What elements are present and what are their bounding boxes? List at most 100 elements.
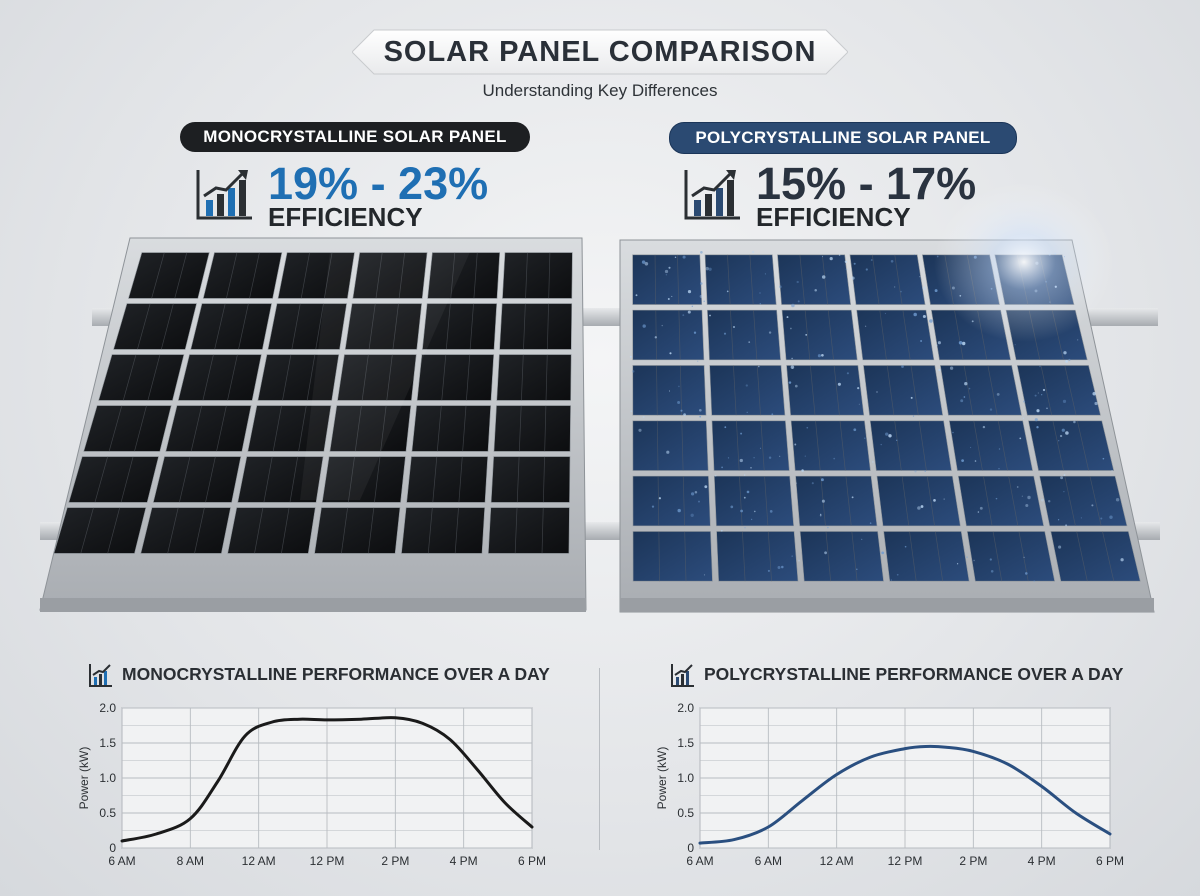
busbar-line <box>821 254 828 305</box>
busbar-line <box>1040 365 1053 416</box>
crystal-speckle <box>1047 500 1051 503</box>
crystal-speckle <box>698 408 702 412</box>
busbar-line <box>298 405 307 452</box>
crystal-speckle <box>958 341 963 345</box>
crystal-speckle <box>664 269 669 274</box>
busbar-line <box>392 303 399 350</box>
crystal-speckle <box>968 387 971 390</box>
busbar-line <box>1089 476 1102 526</box>
crystal-speckle <box>798 559 800 562</box>
crystal-speckle <box>960 399 964 403</box>
crystal-speckle <box>1014 344 1016 346</box>
mono-efficiency: 19% - 23% EFFICIENCY <box>194 158 534 232</box>
busbar-line <box>894 254 903 305</box>
crystal-speckle <box>1058 440 1060 442</box>
crystal-speckle <box>720 529 723 532</box>
crystal-speckle <box>857 386 860 390</box>
crystal-speckle <box>791 555 793 557</box>
busbar-line <box>291 303 301 350</box>
sun-glare <box>934 182 1114 342</box>
crystal-speckle <box>914 470 917 473</box>
crystal-speckle <box>678 385 680 388</box>
busbar-line <box>1102 531 1115 582</box>
busbar-line <box>466 354 471 401</box>
busbar-line <box>367 507 375 554</box>
busbar-line <box>107 507 121 554</box>
crystal-speckle <box>970 446 972 449</box>
busbar-line <box>398 252 405 299</box>
busbar-line <box>1052 420 1064 471</box>
busbar-line <box>827 310 834 360</box>
crystal-speckle <box>1063 351 1067 355</box>
poly-efficiency-range: 15% - 17% <box>756 158 977 209</box>
busbar-line <box>202 354 214 401</box>
crystal-speckle <box>806 426 809 429</box>
crystal-speckle <box>974 460 977 462</box>
y-axis-label: Power (kW) <box>655 747 669 810</box>
busbar-line <box>523 303 526 350</box>
crystal-speckle <box>896 439 898 441</box>
poly-frame-edge <box>620 598 1154 612</box>
y-tick-label: 0.5 <box>99 806 116 820</box>
crystal-speckle <box>790 327 792 330</box>
busbar-line <box>753 310 758 360</box>
busbar-line <box>749 254 754 305</box>
crystal-speckle <box>730 505 734 509</box>
crystal-speckle <box>709 314 711 317</box>
busbar-line <box>306 354 316 401</box>
busbar-line <box>375 252 383 299</box>
crystal-speckle <box>1115 498 1120 502</box>
mono-efficiency-range: 19% - 23% <box>268 158 489 209</box>
busbar-line <box>851 531 858 582</box>
crystal-speckle <box>1080 517 1082 519</box>
busbar-line <box>238 303 249 350</box>
busbar-line <box>380 405 387 452</box>
crystal-speckle <box>1091 504 1094 507</box>
busbar-line <box>973 420 983 471</box>
busbar-line <box>733 365 737 416</box>
crystal-speckle <box>1059 434 1063 438</box>
crystal-speckle <box>856 568 858 571</box>
crystal-speckle <box>790 365 795 369</box>
busbar-line <box>147 354 161 401</box>
crystal-speckle <box>933 499 936 502</box>
crystal-speckle <box>781 565 784 569</box>
busbar-line <box>656 420 659 471</box>
crystal-speckle <box>935 344 938 346</box>
poly-panel-label: POLYCRYSTALLINE SOLAR PANEL <box>669 122 1017 154</box>
y-axis-label: Power (kW) <box>77 747 91 810</box>
busbar-line <box>518 405 522 452</box>
crystal-speckle <box>885 432 889 436</box>
page-title: SOLAR PANEL COMPARISON <box>383 35 817 68</box>
crystal-speckle <box>1039 365 1041 368</box>
crystal-speckle <box>851 496 854 499</box>
crystal-speckle <box>821 499 825 503</box>
x-tick-label: 6 AM <box>755 854 782 868</box>
crystal-speckle <box>764 273 766 275</box>
crystal-speckle <box>1109 515 1113 519</box>
y-tick-label: 0.5 <box>677 806 694 820</box>
crystal-speckle <box>920 505 924 508</box>
crystal-speckle <box>786 316 789 319</box>
busbar-line <box>216 405 227 452</box>
busbar-line <box>657 476 660 526</box>
busbar-line <box>544 405 547 452</box>
crystal-speckle <box>746 411 748 413</box>
crystal-speckle <box>819 514 822 517</box>
solar-cell <box>337 354 417 401</box>
busbar-line <box>361 354 369 401</box>
busbar-line <box>190 405 203 452</box>
growth-chart-icon <box>684 170 740 220</box>
busbar-line <box>122 354 137 401</box>
poly-efficiency: 15% - 17% EFFICIENCY <box>682 158 1022 232</box>
crystal-speckle <box>1016 486 1019 488</box>
crystal-speckle <box>917 506 921 510</box>
crystal-speckle <box>990 570 994 573</box>
crystal-speckle <box>938 368 941 372</box>
crystal-speckle <box>704 485 708 489</box>
mono-glare <box>300 252 470 500</box>
crystal-speckle <box>1019 437 1022 440</box>
crystal-speckle <box>904 545 907 548</box>
busbar-line <box>963 365 974 416</box>
crystal-speckle <box>758 365 760 368</box>
